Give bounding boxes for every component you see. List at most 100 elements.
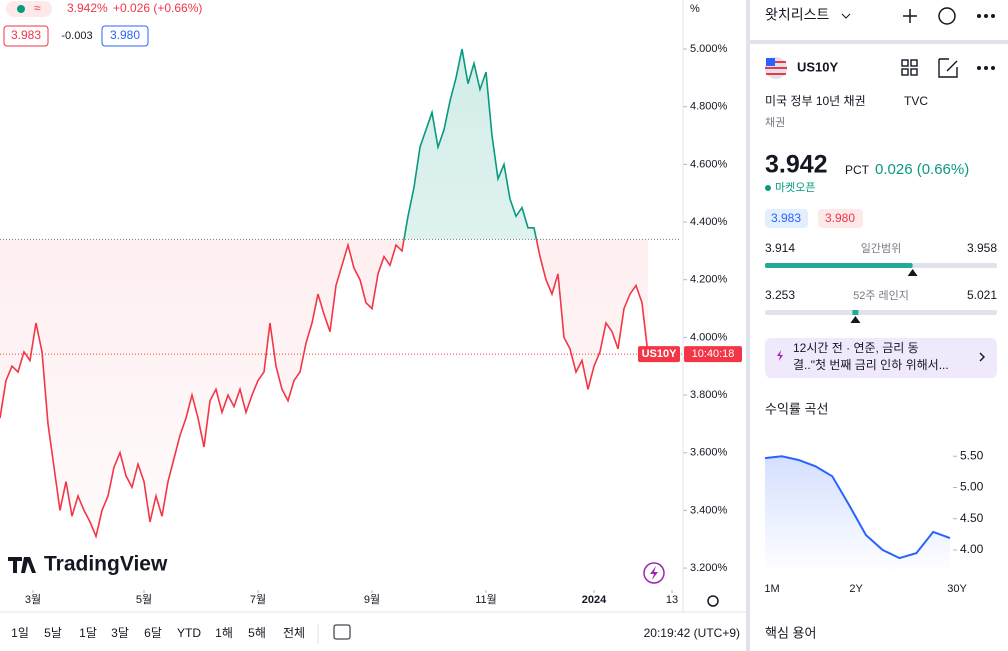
range-button[interactable]: 전체 (283, 626, 305, 640)
logo: TradingView (44, 553, 168, 576)
range-button[interactable]: 1해 (215, 626, 233, 640)
ask-pill (818, 209, 863, 228)
panel-ask: 3.980 (825, 211, 855, 225)
x-tick-label: 9월 (364, 593, 380, 606)
y-tick-label: 4.600% (690, 158, 728, 170)
bid: 3.983 (11, 28, 41, 42)
logo-icon (8, 557, 36, 573)
terms-title: 핵심 용어 (765, 625, 816, 640)
week-label: 52주 레인지 (853, 289, 909, 302)
news-chevron (979, 352, 985, 362)
range-fill (765, 263, 913, 268)
range-dot (852, 310, 859, 315)
calendar-icon[interactable] (333, 624, 351, 640)
range-marker (907, 269, 918, 276)
separator (746, 0, 750, 651)
day-low: 3.914 (765, 241, 795, 255)
curve-area (765, 456, 950, 575)
y-tick-label: 3.400% (690, 504, 728, 516)
y-tick-label: 4.400% (690, 216, 728, 228)
range-button[interactable]: 6달 (144, 626, 162, 640)
y-tick-label: 4.800% (690, 101, 728, 113)
edit-icon[interactable] (938, 58, 958, 78)
x-tick-label: 7월 (250, 593, 266, 606)
x-tick-label: 11월 (475, 593, 497, 606)
week-high: 5.021 (967, 288, 997, 302)
curve-y-label: 4.50 (960, 511, 984, 525)
change: +0.026 (+0.66%) (113, 1, 202, 15)
status-dot (765, 185, 771, 191)
y-tick-label: 3.200% (690, 562, 728, 574)
grid-icon[interactable] (901, 59, 918, 76)
pie-icon[interactable] (938, 7, 956, 25)
symbol-tag (638, 346, 680, 363)
panel-bid: 3.983 (771, 211, 801, 225)
unit: PCT (845, 163, 870, 177)
symbol-tag-label: US10Y (642, 348, 678, 360)
range-buttons: 1일 5날 1달 3달 6달 YTD 1해 5해 전체 (11, 624, 319, 644)
ask: 3.980 (110, 28, 140, 42)
x-tick-label: 2024 (582, 594, 607, 606)
range-bars (765, 263, 997, 323)
news-card[interactable] (765, 338, 997, 378)
settings-icon[interactable] (707, 595, 719, 607)
range-button[interactable]: 5날 (44, 626, 62, 640)
curve-y-label: 5.50 (960, 448, 984, 462)
bid-box[interactable] (3, 25, 49, 47)
week-low: 3.253 (765, 288, 795, 302)
approx: ≈ (34, 1, 41, 15)
news-line: 결.."첫 번째 금리 인하 위해서... (793, 358, 949, 372)
range-button[interactable]: 3달 (111, 626, 129, 640)
curve-x-label: 2Y (849, 583, 863, 595)
clock: 20:19:42 (UTC+9) (644, 626, 740, 640)
range-button[interactable]: 5해 (248, 626, 266, 640)
curve-title: 수익률 곡선 (765, 401, 828, 416)
status-dot (17, 5, 25, 13)
range-button[interactable]: 1일 (11, 626, 29, 640)
yield-curve: 5.50 5.00 4.50 4.00 1M 2Y 30Y (764, 448, 983, 594)
day-label: 일간범위 (861, 241, 901, 255)
curve-y-label: 4.00 (960, 542, 984, 556)
news-icon (777, 350, 783, 361)
bid-pill (765, 209, 808, 228)
spread: -0.003 (61, 30, 92, 42)
chevron (841, 13, 851, 19)
y-tick-label: 3.600% (690, 447, 728, 459)
area-up (0, 49, 648, 240)
x-tick-label: 3월 (25, 593, 41, 606)
countdown-tag (684, 346, 742, 363)
flash-bolt (650, 566, 658, 580)
curve-x-label: 30Y (947, 583, 967, 595)
last: 3.942% (67, 1, 108, 15)
y-tick-label: 4.000% (690, 331, 728, 343)
y-tick-label: 3.800% (690, 389, 728, 401)
more-icon[interactable] (977, 14, 995, 18)
chart: 5.000% 4.800% 4.600% 4.400% 4.200% 4.000% 3.80… (0, 43, 742, 606)
flag-canton (766, 58, 775, 66)
flash-icon[interactable] (643, 562, 665, 584)
x-tick-label: 13 (666, 594, 678, 606)
panel-change: 0.026 (0.66%) (875, 161, 969, 178)
area-down (0, 239, 648, 537)
news-line: 12시간 전 · 연준, 금리 동 (793, 341, 919, 355)
curve-line (764, 455, 951, 560)
range-marker (850, 316, 861, 323)
status-pill[interactable] (6, 1, 52, 17)
range-button[interactable]: YTD (177, 626, 201, 640)
add-icon[interactable] (903, 9, 917, 23)
y-tick-label: 5.000% (690, 43, 728, 55)
ask-box[interactable] (101, 25, 149, 47)
range-button[interactable]: 1달 (79, 626, 97, 640)
more-icon[interactable] (977, 66, 995, 70)
symbol[interactable]: US10Y (797, 59, 839, 74)
y-tick-label: 4.200% (690, 274, 728, 286)
watchlist-title[interactable]: 왓치리스트 (765, 7, 830, 23)
description: 미국 정부 10년 채권 (765, 94, 866, 108)
line-down (0, 239, 649, 540)
category: 채권 (765, 116, 785, 129)
exchange: TVC (904, 94, 928, 108)
countdown: 10:40:18 (692, 348, 735, 360)
price: 3.942 (765, 151, 828, 179)
axis-unit: % (690, 3, 700, 15)
curve-x-label: 1M (764, 583, 779, 595)
